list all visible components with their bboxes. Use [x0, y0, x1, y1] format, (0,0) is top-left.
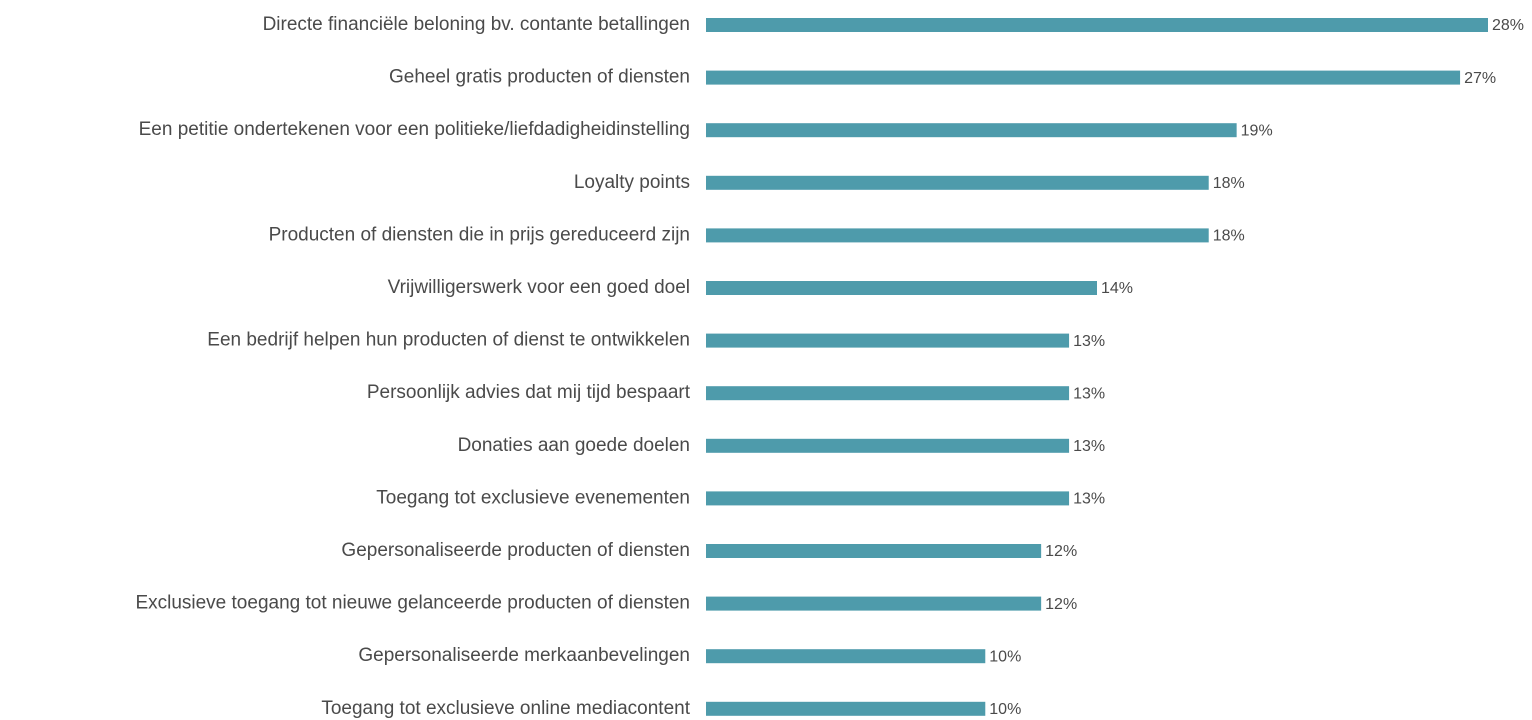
value-label: 19%: [1241, 122, 1273, 139]
bar: [706, 281, 1097, 295]
value-label: 14%: [1101, 280, 1133, 297]
bar: [706, 175, 1209, 190]
value-label: 13%: [1073, 438, 1105, 455]
value-label: 18%: [1213, 228, 1245, 245]
value-label: 10%: [989, 701, 1021, 718]
value-label: 13%: [1073, 491, 1105, 508]
value-label: 28%: [1492, 17, 1524, 34]
category-label: Vrijwilligerswerk voor een goed doel: [388, 277, 690, 298]
category-label: Producten of diensten die in prijs gered…: [269, 224, 690, 245]
category-label: Directe financiële beloning bv. contante…: [263, 14, 690, 35]
category-label: Een bedrijf helpen hun producten of dien…: [207, 330, 690, 351]
category-label: Een petitie ondertekenen voor een politi…: [139, 119, 690, 140]
category-label: Geheel gratis producten of diensten: [389, 67, 690, 88]
bar: [706, 386, 1070, 401]
category-label: Gepersonaliseerde producten of diensten: [341, 540, 690, 561]
bar: [706, 228, 1209, 243]
bar: [706, 70, 1461, 85]
bar: [706, 544, 1042, 558]
category-label: Toegang tot exclusieve online mediaconte…: [321, 698, 690, 719]
value-label: 18%: [1213, 175, 1245, 192]
category-label: Loyalty points: [574, 172, 690, 193]
bar: [706, 701, 986, 716]
bar: [706, 438, 1070, 453]
bar: [706, 123, 1237, 138]
value-label: 12%: [1045, 543, 1077, 560]
bar: [706, 18, 1488, 32]
bar: [706, 596, 1042, 611]
category-label: Persoonlijk advies dat mij tijd bespaart: [367, 382, 691, 403]
category-label: Exclusieve toegang tot nieuwe gelanceerd…: [135, 593, 690, 614]
value-label: 13%: [1073, 333, 1105, 350]
category-label: Toegang tot exclusieve evenementen: [376, 487, 690, 508]
category-label: Gepersonaliseerde merkaanbevelingen: [358, 645, 690, 666]
value-label: 10%: [989, 648, 1021, 665]
bar: [706, 333, 1070, 348]
value-label: 13%: [1073, 385, 1105, 402]
value-label: 27%: [1464, 70, 1496, 87]
bar: [706, 491, 1070, 506]
category-label: Donaties aan goede doelen: [458, 435, 690, 456]
bar: [706, 649, 986, 664]
value-label: 12%: [1045, 596, 1077, 613]
